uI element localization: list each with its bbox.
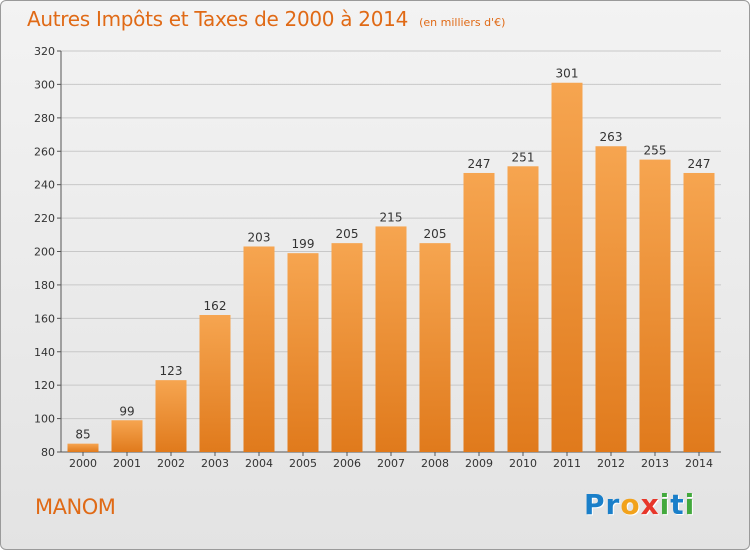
data-label: 123: [160, 364, 183, 378]
bar: [507, 166, 539, 452]
y-tick-label: 120: [34, 379, 55, 392]
bar: [683, 172, 715, 453]
x-tick-label: 2000: [69, 457, 97, 470]
bar: [67, 443, 99, 452]
bar: [419, 243, 451, 452]
bar: [595, 146, 627, 453]
data-label: 162: [204, 299, 227, 313]
x-tick-label: 2014: [685, 457, 713, 470]
x-tick-label: 2007: [377, 457, 405, 470]
bar: [331, 243, 363, 452]
data-label: 85: [75, 428, 90, 442]
chart-header: Autres Impôts et Taxes de 2000 à 2014 (e…: [27, 7, 505, 31]
x-tick-label: 2003: [201, 457, 229, 470]
y-tick-label: 200: [34, 246, 55, 259]
y-tick-label: 140: [34, 346, 55, 359]
bar: [111, 420, 143, 452]
y-tick-label: 180: [34, 279, 55, 292]
data-label: 247: [688, 157, 711, 171]
x-tick-label: 2011: [553, 457, 581, 470]
data-label: 301: [556, 67, 579, 81]
x-tick-label: 2004: [245, 457, 273, 470]
bar: [639, 159, 671, 452]
y-tick-label: 300: [34, 78, 55, 91]
data-label: 247: [468, 157, 491, 171]
bar: [375, 226, 407, 452]
proxiti-logo: Proxiti: [584, 488, 696, 521]
x-tick-label: 2002: [157, 457, 185, 470]
y-tick-label: 320: [34, 45, 55, 58]
y-tick-label: 220: [34, 212, 55, 225]
x-tick-label: 2010: [509, 457, 537, 470]
bar: [243, 246, 275, 452]
data-label: 203: [248, 230, 271, 244]
data-label: 263: [600, 130, 623, 144]
x-tick-label: 2001: [113, 457, 141, 470]
y-tick-label: 160: [34, 312, 55, 325]
bar: [155, 380, 187, 452]
bar: [551, 82, 583, 452]
x-tick-label: 2013: [641, 457, 669, 470]
x-tick-label: 2006: [333, 457, 361, 470]
y-tick-label: 100: [34, 413, 55, 426]
data-label: 199: [292, 237, 315, 251]
chart-unit: (en milliers d'€): [419, 16, 506, 29]
data-label: 205: [336, 227, 359, 241]
commune-name: MANOM: [35, 495, 116, 519]
y-tick-label: 240: [34, 179, 55, 192]
chart-title: Autres Impôts et Taxes de 2000 à 2014: [27, 7, 408, 31]
x-tick-label: 2008: [421, 457, 449, 470]
y-tick-label: 260: [34, 145, 55, 158]
x-tick-label: 2009: [465, 457, 493, 470]
y-tick-label: 280: [34, 112, 55, 125]
y-tick-label: 80: [41, 446, 55, 459]
data-label: 215: [380, 210, 403, 224]
x-tick-label: 2012: [597, 457, 625, 470]
axes: 80 100 120 140 160 180 200 220 240 260 280 300 320 20…: [34, 45, 721, 470]
bar: [199, 314, 231, 452]
bar: [287, 253, 319, 452]
data-label: 251: [512, 150, 535, 164]
bars: [67, 82, 715, 453]
data-label: 255: [644, 144, 667, 158]
bar: [463, 172, 495, 453]
x-tick-label: 2005: [289, 457, 317, 470]
data-label: 205: [424, 227, 447, 241]
data-labels: 85 99 123 162 203 199 205 215 205 247 251 301 263 255…: [75, 67, 710, 442]
data-label: 99: [119, 404, 134, 418]
